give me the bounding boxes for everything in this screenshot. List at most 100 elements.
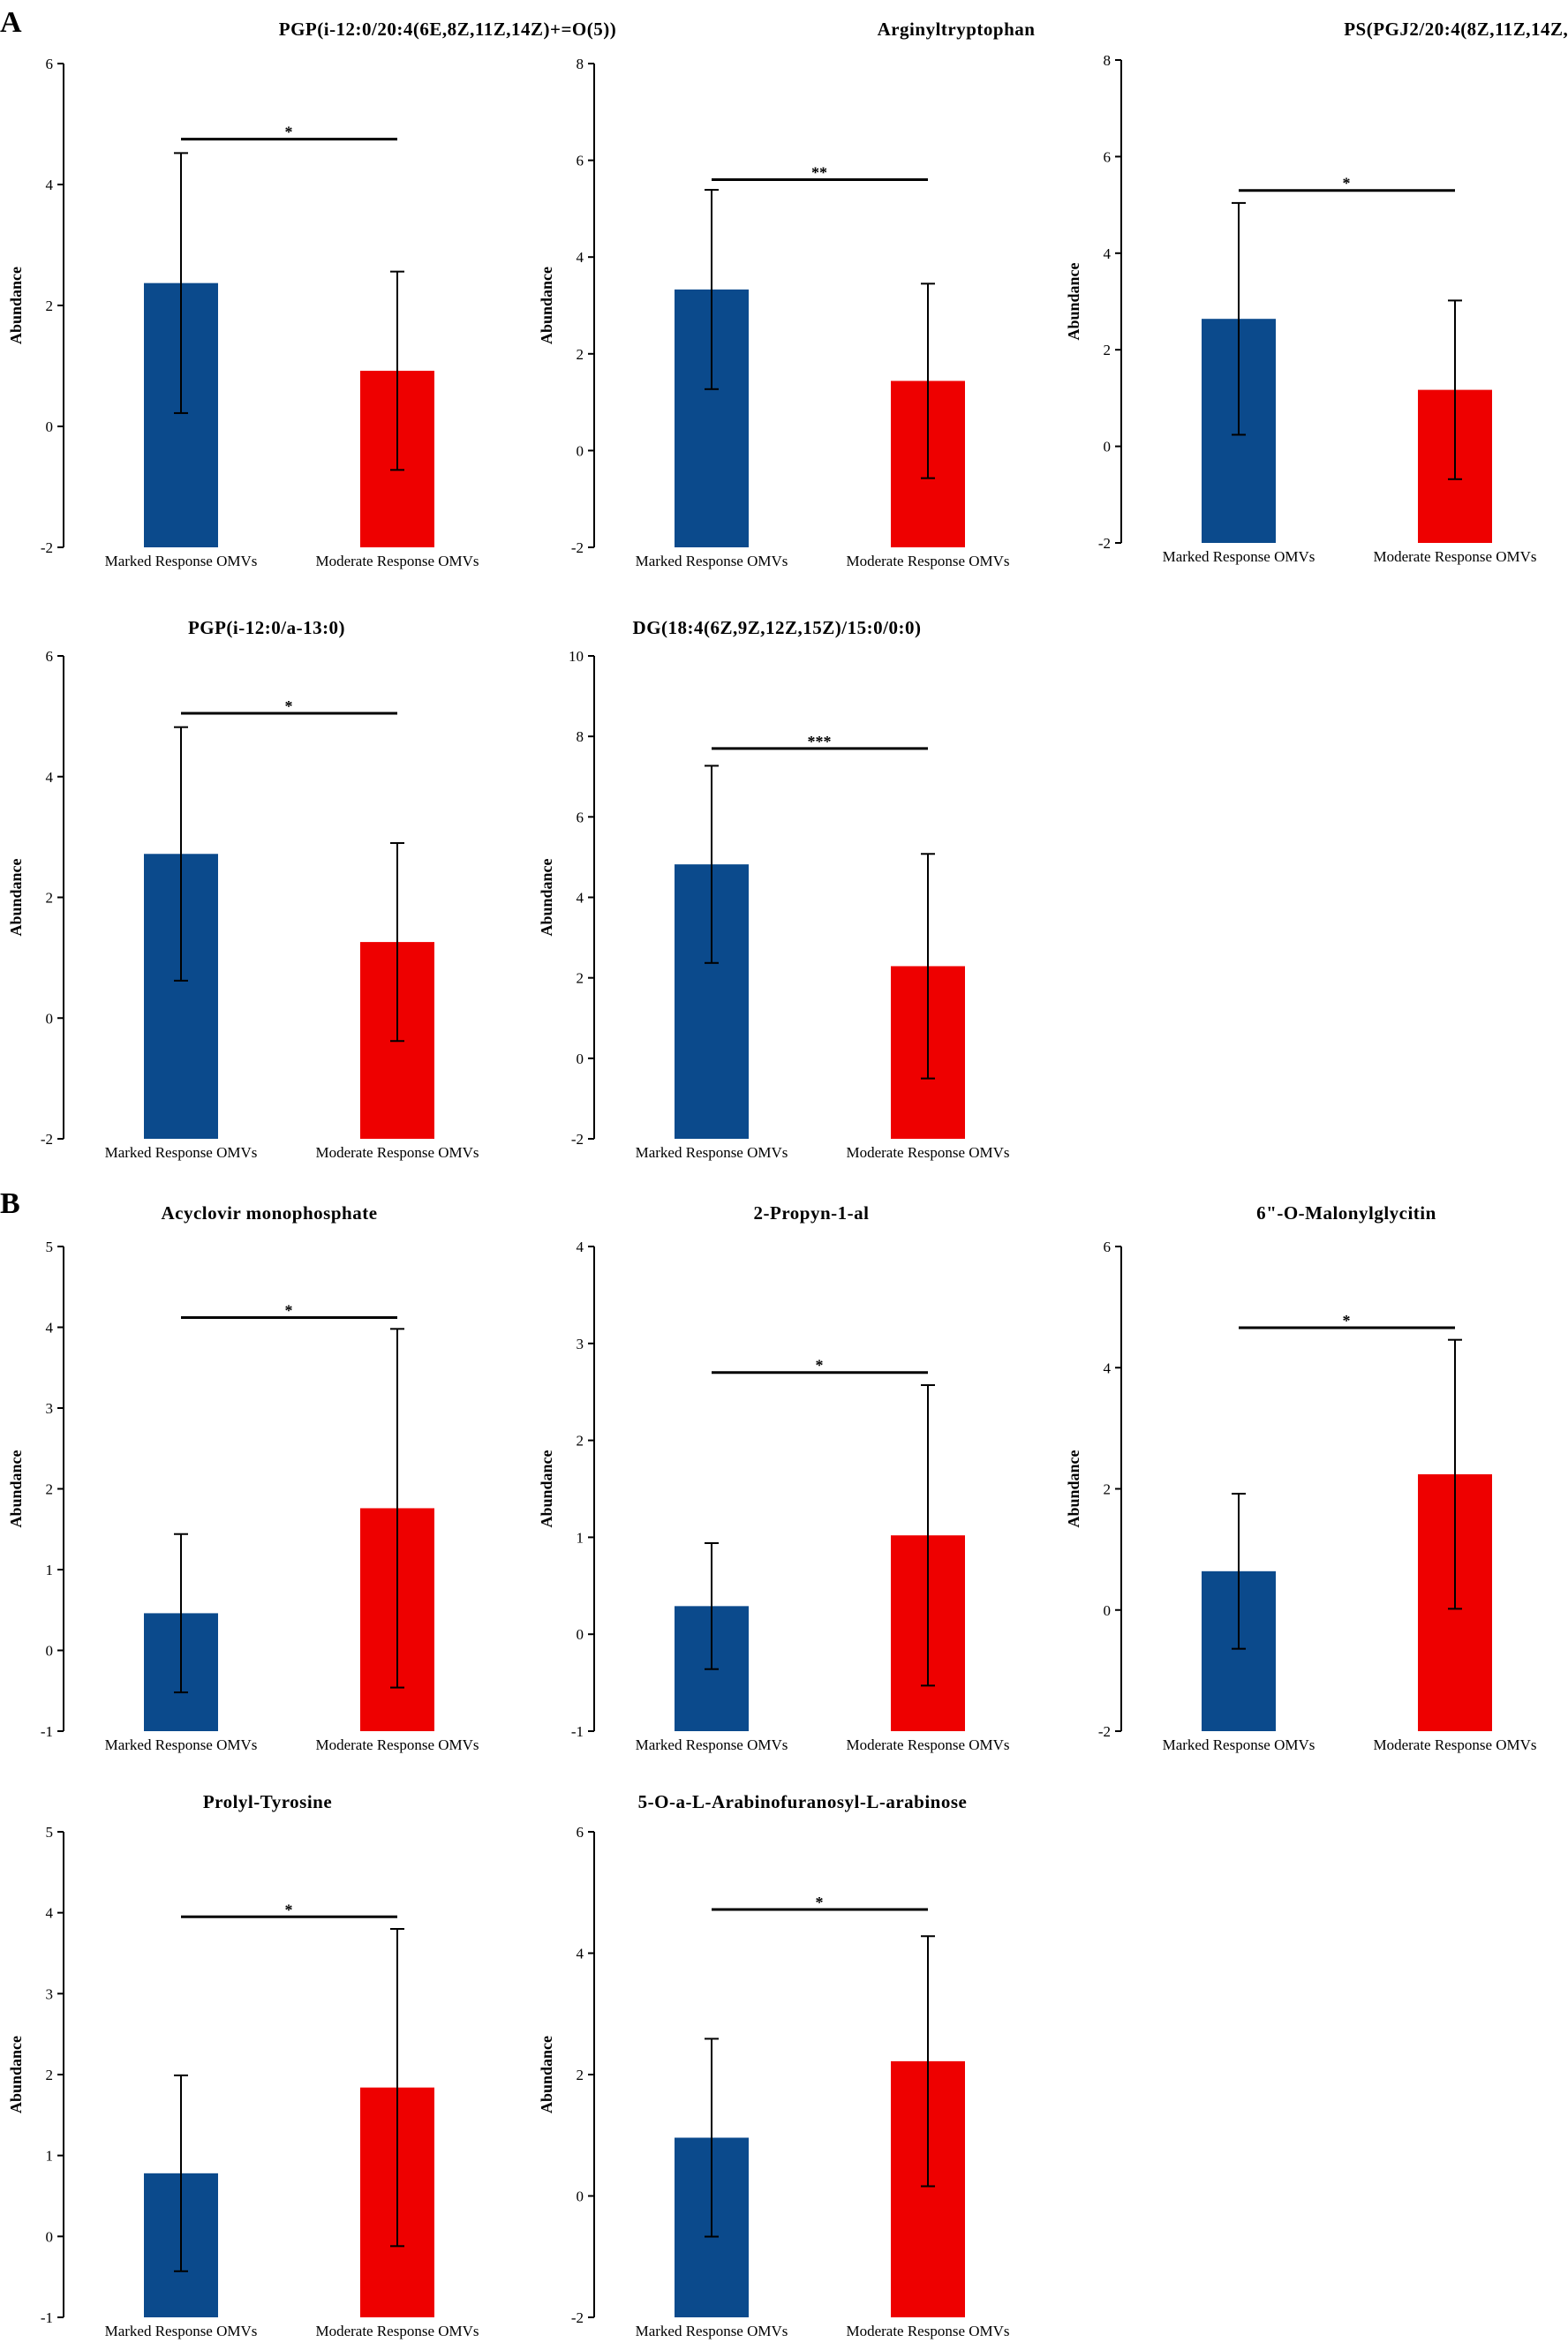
y-tick-label: 0 — [46, 1010, 54, 1027]
y-axis-label: Abundance — [538, 858, 555, 936]
y-tick-label: 2 — [46, 298, 54, 314]
significance-label: * — [285, 697, 293, 715]
y-tick-label: 4 — [46, 769, 54, 786]
chart-9: Prolyl-Tyrosine -1 0 1 2 3 4 5 Abundance Marked R… — [7, 1791, 479, 2339]
y-tick-label: 5 — [46, 1824, 54, 1841]
y-tick-label: 2 — [46, 1481, 54, 1498]
chart-title: PS(PGJ2/20:4(8Z,11Z,14Z,17Z)) — [1344, 19, 1568, 40]
y-tick-label: 8 — [1104, 52, 1112, 69]
y-tick-label: 8 — [577, 56, 584, 72]
x-category-label: Marked Response OMVs — [105, 553, 258, 569]
y-axis-label: Abundance — [538, 1450, 555, 1527]
x-category-label: Moderate Response OMVs — [1373, 548, 1536, 565]
chart-title: 2-Propyn-1-al — [754, 1202, 870, 1224]
y-tick-label: 2 — [577, 2067, 584, 2083]
x-category-label: Moderate Response OMVs — [846, 2323, 1009, 2339]
chart-title: 5-O-a-L-Arabinofuranosyl-L-arabinose — [638, 1791, 968, 1812]
y-tick-label: -1 — [41, 1723, 53, 1740]
y-tick-label: 4 — [1104, 1360, 1112, 1376]
y-tick-label: 4 — [46, 1905, 54, 1922]
chart-title: DG(18:4(6Z,9Z,12Z,15Z)/15:0/0:0) — [633, 617, 922, 638]
x-category-label: Marked Response OMVs — [636, 1736, 788, 1753]
y-tick-label: 3 — [46, 1400, 54, 1417]
y-axis-label: Abundance — [7, 267, 25, 344]
significance-label: * — [816, 1894, 824, 1911]
y-tick-label: 0 — [1104, 1602, 1112, 1619]
y-tick-label: -2 — [571, 1131, 584, 1148]
y-axis-label: Abundance — [7, 2036, 25, 2113]
y-tick-label: -2 — [1098, 1723, 1111, 1740]
chart-8: 6"-O-Malonylglycitin -2 0 2 4 6 Abundance Marke… — [1065, 1202, 1537, 1753]
y-tick-label: 6 — [1104, 1239, 1112, 1255]
y-tick-label: 4 — [577, 1239, 584, 1255]
y-axis-label: Abundance — [538, 2036, 555, 2113]
y-axis-label: Abundance — [538, 267, 555, 344]
x-category-label: Marked Response OMVs — [636, 1144, 788, 1161]
y-axis-label: Abundance — [1065, 1450, 1082, 1527]
y-axis-label: Abundance — [7, 858, 25, 936]
chart-1: PGP(i-12:0/20:4(6E,8Z,11Z,14Z)+=O(5)) -2 0… — [7, 19, 616, 569]
significance-label: ** — [811, 164, 827, 182]
significance-label: * — [1343, 175, 1351, 192]
y-tick-label: 8 — [577, 728, 584, 745]
significance-label: * — [285, 124, 293, 141]
y-tick-label: 4 — [577, 890, 584, 907]
y-tick-label: 0 — [46, 418, 54, 435]
x-category-label: Marked Response OMVs — [636, 2323, 788, 2339]
significance-label: * — [285, 1302, 293, 1320]
y-tick-label: 3 — [46, 1985, 54, 2002]
chart-5: DG(18:4(6Z,9Z,12Z,15Z)/15:0/0:0) -2 0 2 4 6 8 1… — [538, 617, 1010, 1161]
significance-label: * — [816, 1357, 824, 1375]
y-tick-label: 5 — [46, 1239, 54, 1255]
x-category-label: Moderate Response OMVs — [1373, 1736, 1536, 1753]
y-tick-label: -2 — [571, 2309, 584, 2326]
chart-4: PGP(i-12:0/a-13:0) -2 0 2 4 6 Abundance Marked … — [7, 617, 479, 1161]
y-tick-label: 4 — [46, 177, 54, 193]
panel-label-b: B — [0, 1187, 20, 1220]
x-category-label: Marked Response OMVs — [105, 1736, 258, 1753]
x-category-label: Marked Response OMVs — [1163, 1736, 1315, 1753]
chart-title: Acyclovir monophosphate — [161, 1202, 377, 1224]
y-tick-label: 6 — [46, 648, 54, 665]
x-category-label: Moderate Response OMVs — [315, 553, 479, 569]
chart-title: PGP(i-12:0/a-13:0) — [188, 617, 345, 638]
y-tick-label: 2 — [46, 890, 54, 907]
y-tick-label: 4 — [46, 1320, 54, 1337]
y-tick-label: 2 — [46, 2067, 54, 2083]
y-tick-label: -2 — [1098, 535, 1111, 552]
x-category-label: Moderate Response OMVs — [315, 2323, 479, 2339]
x-category-label: Moderate Response OMVs — [846, 1736, 1009, 1753]
y-tick-label: 6 — [577, 809, 584, 825]
chart-title: Arginyltryptophan — [878, 19, 1036, 40]
chart-7: 2-Propyn-1-al -1 0 1 2 3 4 Abundance Marked Resp… — [538, 1202, 1010, 1753]
y-tick-label: 4 — [1104, 245, 1112, 262]
chart-title: Prolyl-Tyrosine — [203, 1791, 332, 1812]
y-tick-label: 10 — [569, 648, 584, 665]
panel-label-a: A — [0, 6, 22, 39]
y-tick-label: 6 — [577, 1824, 584, 1841]
y-tick-label: -2 — [571, 539, 584, 556]
charts-container: PGP(i-12:0/20:4(6E,8Z,11Z,14Z)+=O(5)) -2 0… — [7, 19, 1568, 2339]
x-category-label: Moderate Response OMVs — [315, 1144, 479, 1161]
y-tick-label: 6 — [577, 153, 584, 169]
y-tick-label: 0 — [1104, 439, 1112, 456]
y-tick-label: 4 — [577, 1946, 584, 1962]
chart-10: 5-O-a-L-Arabinofuranosyl-L-arabinose -2 0 2… — [538, 1791, 1010, 2339]
y-tick-label: 0 — [46, 2228, 54, 2245]
x-category-label: Marked Response OMVs — [636, 553, 788, 569]
y-tick-label: -1 — [571, 1723, 584, 1740]
x-category-label: Moderate Response OMVs — [846, 553, 1009, 569]
x-category-label: Moderate Response OMVs — [846, 1144, 1009, 1161]
y-tick-label: 6 — [46, 56, 54, 72]
y-tick-label: 2 — [577, 1433, 584, 1450]
y-tick-label: -2 — [41, 539, 53, 556]
y-tick-label: 0 — [577, 442, 584, 459]
y-axis-label: Abundance — [7, 1450, 25, 1527]
chart-2: Arginyltryptophan -2 0 2 4 6 8 Abundance Marked … — [538, 19, 1035, 569]
y-tick-label: 0 — [577, 2188, 584, 2205]
significance-label: * — [285, 1901, 293, 1918]
y-tick-label: 6 — [1104, 148, 1112, 165]
y-tick-label: -1 — [41, 2309, 53, 2326]
x-category-label: Marked Response OMVs — [105, 1144, 258, 1161]
